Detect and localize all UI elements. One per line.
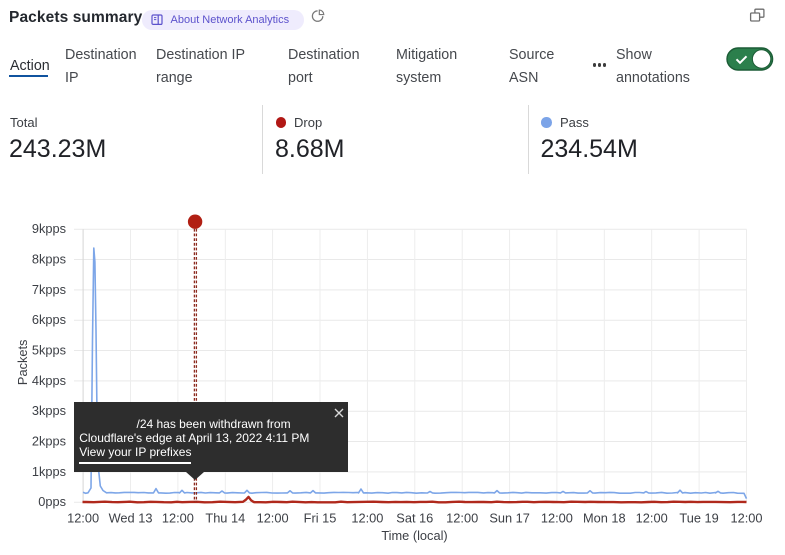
svg-text:12:00: 12:00 xyxy=(67,511,99,526)
svg-text:2kpps: 2kpps xyxy=(32,434,66,449)
svg-text:Thu 14: Thu 14 xyxy=(205,511,245,526)
svg-text:6kpps: 6kpps xyxy=(32,312,66,327)
svg-text:5kpps: 5kpps xyxy=(32,343,66,358)
svg-text:9kpps: 9kpps xyxy=(32,221,66,236)
svg-text:12:00: 12:00 xyxy=(541,511,573,526)
svg-text:12:00: 12:00 xyxy=(162,511,194,526)
svg-text:Time (local): Time (local) xyxy=(381,528,447,543)
svg-text:Mon 18: Mon 18 xyxy=(583,511,626,526)
svg-text:12:00: 12:00 xyxy=(257,511,289,526)
svg-text:Sat 16: Sat 16 xyxy=(396,511,433,526)
svg-text:8kpps: 8kpps xyxy=(32,252,66,267)
svg-text:1kpps: 1kpps xyxy=(32,464,66,479)
svg-text:12:00: 12:00 xyxy=(636,511,668,526)
svg-text:Sun 17: Sun 17 xyxy=(489,511,530,526)
svg-text:4kpps: 4kpps xyxy=(32,373,66,388)
svg-text:7kpps: 7kpps xyxy=(32,282,66,297)
svg-text:Wed 13: Wed 13 xyxy=(109,511,153,526)
svg-text:12:00: 12:00 xyxy=(446,511,478,526)
svg-text:12:00: 12:00 xyxy=(351,511,383,526)
svg-text:Tue 19: Tue 19 xyxy=(679,511,718,526)
svg-text:12:00: 12:00 xyxy=(730,511,762,526)
svg-text:Fri 15: Fri 15 xyxy=(304,511,337,526)
svg-text:0pps: 0pps xyxy=(38,494,66,509)
svg-text:Packets: Packets xyxy=(15,340,30,386)
svg-text:3kpps: 3kpps xyxy=(32,403,66,418)
